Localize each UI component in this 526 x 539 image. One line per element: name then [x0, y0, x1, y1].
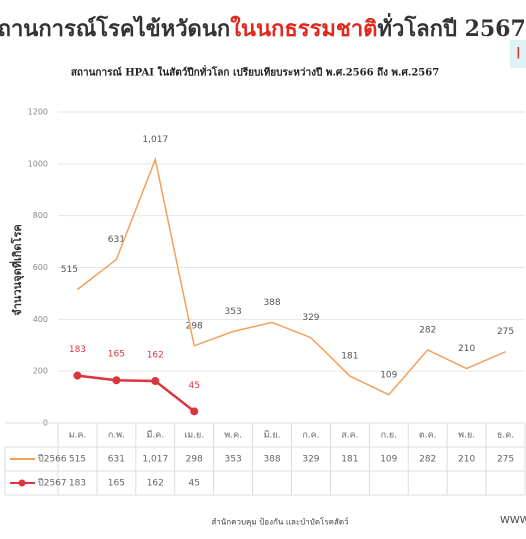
table-cell: 183 [69, 479, 86, 489]
x-tick-label: ก.ย. [381, 431, 397, 441]
footer: สำนักควบคุม ป้องกัน และบำบัดโรคสัตว์ [211, 517, 348, 527]
x-tick-label: ม.ค. [69, 431, 87, 441]
table-cell: 181 [341, 455, 358, 465]
y-tick-label: 200 [33, 367, 48, 376]
point-marker [73, 371, 82, 380]
y-tick-label: 1200 [28, 108, 48, 117]
legend-marker [18, 479, 26, 487]
data-label: 183 [69, 345, 86, 355]
x-tick-label: เม.ย. [184, 431, 204, 441]
data-label: 298 [186, 321, 203, 331]
data-label: 631 [108, 235, 125, 245]
data-label: 353 [225, 307, 242, 317]
title-part: ในนกธรรมชาติ [230, 15, 377, 42]
x-tick-label: ก.ค. [302, 431, 319, 441]
table-cell: 388 [263, 455, 280, 465]
data-label: 275 [497, 327, 514, 337]
y-tick-label: 400 [33, 315, 48, 324]
data-label: 329 [302, 313, 319, 323]
y-axis-label: จำนวนจุดที่เกิดโรค [9, 224, 25, 315]
y-tick-label: 800 [33, 211, 48, 220]
corner-text: I [516, 44, 521, 63]
table-cell: 631 [108, 455, 125, 465]
data-label: 1,017 [142, 135, 168, 145]
data-label: 165 [108, 350, 125, 360]
x-tick-label: ต.ค. [419, 431, 437, 441]
table-cell: 162 [147, 479, 164, 489]
x-tick-label: มี.ค. [146, 430, 164, 441]
title-part: ทั่วโลกปี 2567 [377, 12, 525, 42]
point-marker [151, 377, 160, 386]
chart-title: สถานการณ์โรคไข้หวัดนกในนกธรรมชาติทั่วโลก… [0, 12, 526, 42]
x-tick-label: ธ.ค. [497, 431, 514, 441]
data-label: 162 [147, 351, 164, 361]
x-tick-label: มิ.ย. [264, 430, 281, 441]
table-cell: 275 [497, 455, 514, 465]
data-label: 388 [263, 298, 280, 308]
table-cell: 515 [69, 455, 86, 465]
y-tick-label: 600 [33, 263, 48, 272]
table-cell: 329 [302, 455, 319, 465]
table-cell: 165 [108, 479, 125, 489]
data-label: 109 [380, 370, 397, 380]
table-cell: 45 [188, 479, 199, 489]
x-tick-label: พ.ย. [458, 431, 475, 441]
website: WWW. [500, 515, 526, 526]
table-cell: 210 [458, 455, 475, 465]
x-tick-label: ส.ค. [341, 431, 358, 441]
data-label: 210 [458, 344, 475, 354]
series-line [76, 156, 506, 396]
x-tick-label: ก.พ. [108, 431, 125, 441]
table-cell: 1,017 [142, 455, 168, 465]
table-cell: 298 [186, 455, 203, 465]
corner-box [510, 40, 526, 68]
legend-label: ปี2566 [38, 454, 67, 465]
data-label: 282 [419, 325, 436, 335]
x-tick-label: พ.ค. [224, 431, 242, 441]
title-part: สถานการณ์โรคไข้หวัดนก [0, 15, 230, 42]
series-line [77, 374, 195, 413]
chart-subtitle: สถานการณ์ HPAI ในสัตว์ปีกทั่วโลก เปรียบเ… [71, 65, 439, 79]
data-label: 45 [188, 381, 199, 391]
legend-label: ปี2567 [38, 478, 67, 489]
point-marker [190, 407, 199, 416]
table-cell: 282 [419, 455, 436, 465]
data-label: 515 [61, 265, 78, 275]
table-cell: 109 [380, 455, 397, 465]
data-label: 181 [341, 352, 358, 362]
point-marker [112, 376, 121, 385]
table-cell: 353 [225, 455, 242, 465]
y-tick-label: 1000 [28, 159, 48, 168]
